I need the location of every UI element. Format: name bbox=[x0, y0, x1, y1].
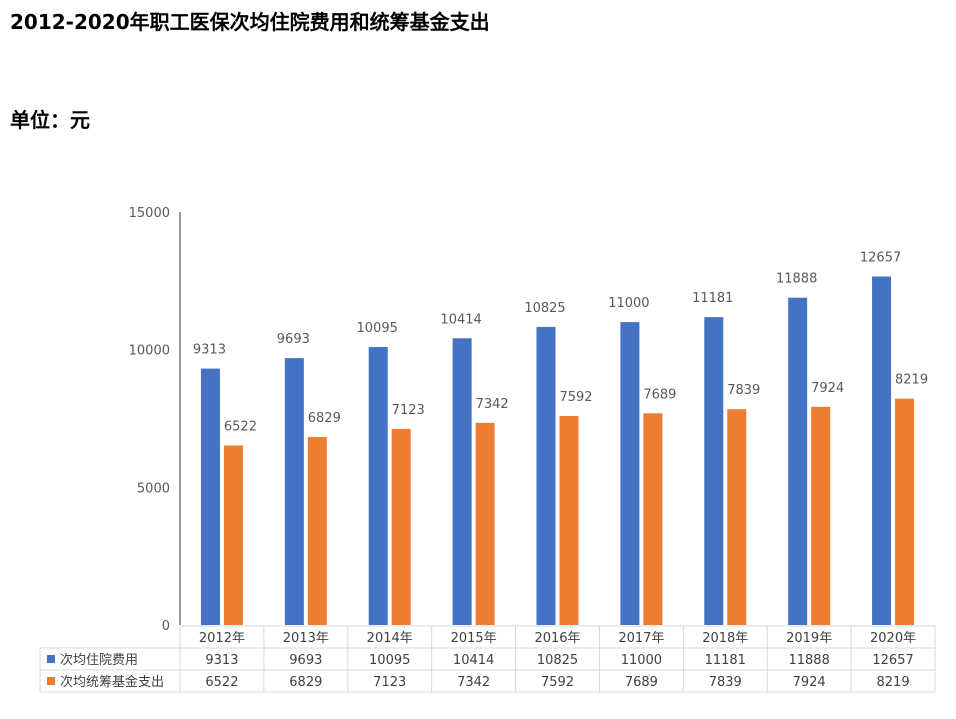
data-label-inpatient-cost: 11000 bbox=[608, 296, 649, 311]
bar-inpatient-cost bbox=[872, 276, 892, 625]
table-value-cell: 12657 bbox=[872, 653, 913, 668]
bar-inpatient-cost bbox=[200, 368, 220, 625]
data-label-fund-expense: 7839 bbox=[727, 383, 760, 398]
bar-inpatient-cost bbox=[536, 326, 556, 625]
bar-fund-expense bbox=[727, 409, 747, 625]
bar-fund-expense bbox=[391, 428, 411, 625]
x-category-label: 2016年 bbox=[534, 631, 580, 646]
table-value-cell: 9693 bbox=[289, 653, 322, 668]
data-label-inpatient-cost: 10095 bbox=[357, 321, 398, 336]
y-tick-label: 0 bbox=[162, 619, 170, 634]
table-value-cell: 9313 bbox=[205, 653, 238, 668]
table-value-cell: 11888 bbox=[788, 653, 829, 668]
x-category-label: 2012年 bbox=[199, 631, 245, 646]
x-category-label: 2017年 bbox=[618, 631, 664, 646]
data-label-fund-expense: 7689 bbox=[643, 387, 676, 402]
x-category-label: 2014年 bbox=[367, 631, 413, 646]
table-value-cell: 10825 bbox=[537, 653, 578, 668]
table-value-cell: 7839 bbox=[709, 675, 742, 690]
table-value-cell: 7689 bbox=[625, 675, 658, 690]
data-label-inpatient-cost: 12657 bbox=[860, 251, 901, 266]
data-label-inpatient-cost: 11888 bbox=[776, 272, 817, 287]
x-category-label: 2019年 bbox=[786, 631, 832, 646]
bar-inpatient-cost bbox=[704, 317, 724, 625]
x-category-label: 2020年 bbox=[870, 631, 916, 646]
x-category-label: 2018年 bbox=[702, 631, 748, 646]
bar-inpatient-cost bbox=[620, 322, 640, 625]
table-value-cell: 7342 bbox=[457, 675, 490, 690]
data-label-fund-expense: 7342 bbox=[476, 397, 509, 412]
table-value-cell: 7924 bbox=[793, 675, 826, 690]
data-label-fund-expense: 6829 bbox=[308, 411, 341, 426]
legend-swatch bbox=[47, 677, 55, 685]
y-tick-label: 5000 bbox=[137, 481, 170, 496]
data-label-fund-expense: 8219 bbox=[895, 373, 928, 388]
bar-inpatient-cost bbox=[284, 358, 304, 625]
bar-inpatient-cost bbox=[788, 297, 808, 625]
table-value-cell: 11181 bbox=[705, 653, 746, 668]
data-label-inpatient-cost: 10414 bbox=[440, 312, 481, 327]
bar-inpatient-cost bbox=[368, 347, 388, 625]
page-title: 2012-2020年职工医保次均住院费用和统筹基金支出 bbox=[10, 10, 490, 34]
table-value-cell: 7123 bbox=[373, 675, 406, 690]
legend-series-name: 次均统筹基金支出 bbox=[60, 674, 164, 690]
bar-inpatient-cost bbox=[452, 338, 472, 625]
bar-fund-expense bbox=[559, 415, 579, 625]
data-label-fund-expense: 7123 bbox=[392, 403, 425, 418]
x-category-label: 2013年 bbox=[283, 631, 329, 646]
table-value-cell: 10414 bbox=[453, 653, 494, 668]
bar-fund-expense bbox=[895, 398, 915, 625]
table-value-cell: 6829 bbox=[289, 675, 322, 690]
legend-swatch bbox=[47, 655, 55, 663]
x-category-label: 2015年 bbox=[451, 631, 497, 646]
data-label-inpatient-cost: 9313 bbox=[193, 343, 226, 358]
table-value-cell: 7592 bbox=[541, 675, 574, 690]
unit-label: 单位：元 bbox=[10, 108, 90, 132]
bar-fund-expense bbox=[643, 413, 663, 625]
y-tick-label: 10000 bbox=[129, 344, 170, 359]
data-label-inpatient-cost: 9693 bbox=[277, 332, 310, 347]
table-value-cell: 8219 bbox=[877, 675, 910, 690]
y-tick-label: 15000 bbox=[129, 206, 170, 221]
bar-fund-expense bbox=[223, 445, 243, 625]
bar-fund-expense bbox=[475, 422, 495, 625]
table-value-cell: 6522 bbox=[205, 675, 238, 690]
data-label-fund-expense: 7924 bbox=[811, 381, 844, 396]
data-label-inpatient-cost: 11181 bbox=[692, 291, 733, 306]
table-value-cell: 10095 bbox=[369, 653, 410, 668]
bar-fund-expense bbox=[307, 436, 327, 625]
data-label-fund-expense: 6522 bbox=[224, 419, 257, 434]
data-label-inpatient-cost: 10825 bbox=[524, 301, 565, 316]
table-value-cell: 11000 bbox=[621, 653, 662, 668]
legend-series-name: 次均住院费用 bbox=[60, 652, 138, 668]
bar-fund-expense bbox=[811, 406, 831, 625]
data-label-fund-expense: 7592 bbox=[559, 390, 592, 405]
